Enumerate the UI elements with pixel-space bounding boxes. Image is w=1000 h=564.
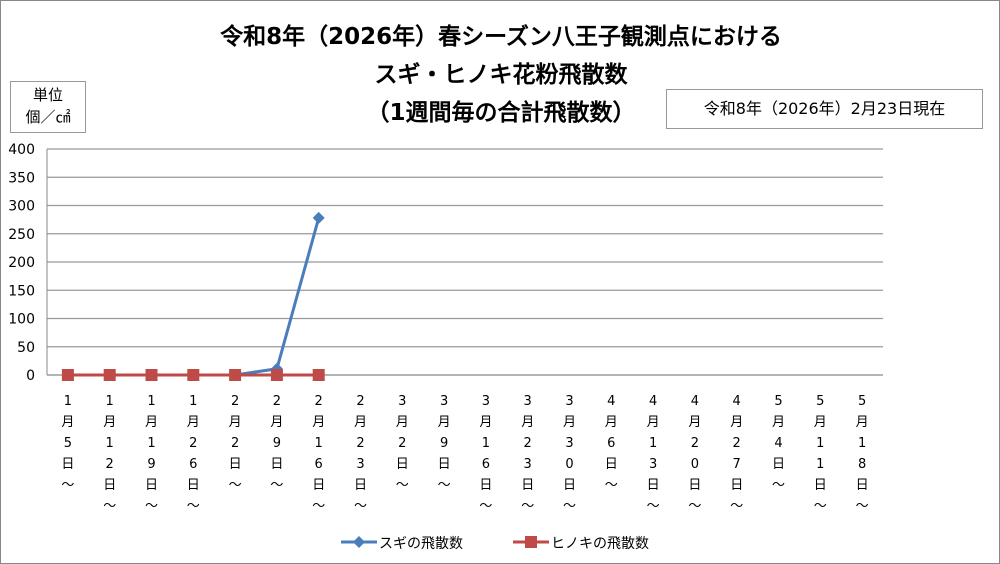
data-point-square bbox=[187, 369, 200, 381]
chart-title-line2: スギ・ヒノキ花粉飛散数 bbox=[374, 62, 628, 88]
unit-label: 単位 bbox=[32, 86, 63, 104]
y-tick-label: 0 bbox=[26, 368, 35, 384]
legend-label: ヒノキの飛散数 bbox=[551, 536, 649, 552]
y-tick-label: 400 bbox=[8, 142, 35, 158]
y-tick-label: 200 bbox=[8, 255, 35, 271]
x-tick-label: 3 月 3 0 日～ bbox=[563, 394, 576, 514]
y-tick-label: 50 bbox=[17, 340, 35, 356]
x-tick-label: 2 月 2 3 日～ bbox=[354, 394, 367, 514]
x-tick-label: 5 月 1 8 日～ bbox=[856, 394, 869, 514]
data-point-square bbox=[229, 369, 242, 381]
unit-value: 個／㎠ bbox=[25, 108, 71, 126]
x-tick-label: 4 月 6 日～ bbox=[605, 394, 618, 493]
x-tick-label: 4 月 2 7 日～ bbox=[730, 394, 743, 514]
x-tick-label: 2 月 9 日～ bbox=[270, 394, 283, 493]
legend-label: スギの飛散数 bbox=[379, 536, 463, 552]
x-tick-label: 1 月 5 日～ bbox=[61, 394, 74, 493]
x-tick-label: 5 月 4 日～ bbox=[772, 394, 785, 493]
data-point-square bbox=[145, 369, 158, 381]
y-tick-label: 250 bbox=[8, 227, 35, 243]
data-point-diamond bbox=[312, 211, 325, 224]
chart-title-line3: （1週間毎の合計飛散数） bbox=[366, 100, 636, 126]
x-tick-label: 4 月 1 3 日～ bbox=[647, 394, 660, 514]
x-tick-label: 3 月 1 6 日～ bbox=[479, 394, 492, 514]
y-tick-label: 100 bbox=[8, 312, 35, 328]
x-tick-label: 2 月 2 日～ bbox=[229, 394, 242, 493]
x-tick-label: 5 月 1 1 日～ bbox=[814, 394, 827, 514]
y-tick-label: 350 bbox=[8, 170, 35, 186]
data-point-square bbox=[312, 369, 325, 381]
data-point-square bbox=[103, 369, 116, 381]
legend-marker-diamond bbox=[353, 536, 365, 548]
chart-title-line1: 令和8年（2026年）春シーズン八王子観測点における bbox=[220, 24, 782, 50]
unit-box: 単位 個／㎠ bbox=[10, 81, 86, 133]
x-tick-label: 2 月 1 6 日～ bbox=[312, 394, 325, 514]
x-tick-label: 1 月 2 6 日～ bbox=[187, 394, 200, 514]
legend-marker-square bbox=[525, 536, 537, 548]
x-tick-label: 3 月 9 日～ bbox=[438, 394, 451, 493]
date-box: 令和8年（2026年）2月23日現在 bbox=[666, 89, 983, 129]
x-tick-label: 4 月 2 0 日～ bbox=[688, 394, 701, 514]
y-tick-label: 150 bbox=[8, 283, 35, 299]
x-tick-label: 3 月 2 3 日～ bbox=[521, 394, 534, 514]
data-point-square bbox=[61, 369, 74, 381]
x-tick-label: 1 月 1 2 日～ bbox=[103, 394, 116, 514]
x-tick-label: 1 月 1 9 日～ bbox=[145, 394, 158, 514]
x-tick-label: 3 月 2 日～ bbox=[396, 394, 409, 493]
data-point-square bbox=[270, 369, 283, 381]
series-line-0 bbox=[67, 217, 321, 377]
y-tick-label: 300 bbox=[8, 199, 35, 215]
